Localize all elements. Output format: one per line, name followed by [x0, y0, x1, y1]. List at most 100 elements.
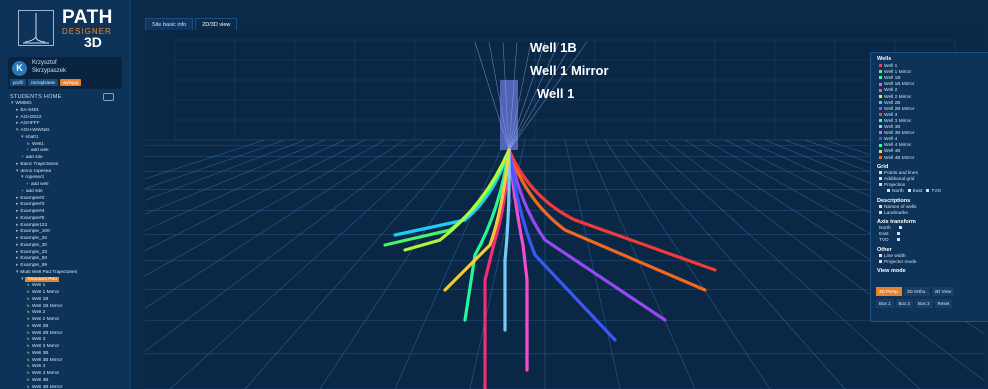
checkbox-icon[interactable] [879, 210, 882, 214]
tree-item[interactable]: ▸ Example_30 [0, 243, 130, 250]
tree-node-icon[interactable]: ↳ [26, 384, 31, 389]
tree-well-item[interactable]: ↳ Well 1B [0, 297, 130, 304]
checkbox-icon[interactable] [879, 253, 882, 257]
tree-well-item[interactable]: ↳ Well 4 [0, 364, 130, 371]
tree-well-item[interactable]: ↳ Well 2 [0, 310, 130, 317]
tree-node-icon[interactable]: ▸ [16, 215, 19, 221]
tree-well-item[interactable]: ↳ Well 1 [0, 283, 130, 290]
checkbox-icon[interactable] [879, 176, 882, 180]
description-option[interactable]: Landmarks [879, 211, 908, 216]
well-toggle[interactable]: Well 2 [879, 88, 897, 93]
checkbox-icon[interactable] [879, 170, 882, 174]
tree-node-icon[interactable]: ▸ [16, 222, 19, 228]
3d-viewport[interactable]: Well 1B Well 1 Mirror Well 1 [145, 30, 985, 389]
tree-node-icon[interactable]: ↳ [26, 330, 31, 336]
tree-node-icon[interactable]: ↳ [26, 141, 31, 147]
well-toggle[interactable]: Well 1 [879, 64, 897, 69]
tree-node-icon[interactable]: ↳ [26, 290, 31, 295]
tree-item[interactable]: ▾ demo ropesea [0, 169, 130, 176]
well-toggle[interactable]: Well 3 [879, 113, 897, 118]
well-toggle[interactable]: Well 2 Mirror [879, 95, 911, 100]
tree-node-icon[interactable]: ↳ [26, 310, 31, 316]
tree-node-icon[interactable]: ▸ [16, 202, 19, 208]
tree-node-icon[interactable]: ↳ [26, 350, 31, 356]
radio-icon[interactable] [907, 188, 911, 192]
well-toggle[interactable]: Well 2B [879, 101, 900, 106]
tree-item[interactable]: ▾ Multi Well Pad Trajectories [0, 270, 130, 277]
tree-node-icon[interactable]: ▾ [21, 175, 24, 181]
radio-icon[interactable] [926, 188, 930, 192]
tree-node-icon[interactable]: ▸ [16, 209, 19, 214]
axis-toggle-icon[interactable] [896, 237, 900, 241]
tree-node-icon[interactable]: ↳ [26, 364, 31, 370]
tree-node-icon[interactable]: ▸ [16, 195, 19, 201]
tree-toggle[interactable] [103, 93, 114, 101]
tree-well-item[interactable]: ↳ Well 2 Mirror [0, 317, 130, 324]
box-button[interactable]: Box 1 [876, 299, 894, 308]
tree-item[interactable]: ▾ WMMG [0, 101, 130, 108]
well-toggle[interactable]: Well 4B Mirror [879, 156, 914, 161]
tree-node-icon[interactable]: + [21, 188, 24, 194]
tree-node-icon[interactable]: ↳ [26, 283, 31, 289]
tree-item[interactable]: ▸ Example#5 [0, 216, 130, 223]
radio-icon[interactable] [887, 188, 890, 192]
tree-item[interactable]: ▾ ropesect [0, 175, 130, 182]
tree-node-icon[interactable]: ▾ [21, 276, 24, 282]
tree-node-icon[interactable]: + [26, 182, 29, 187]
tree-well-item[interactable]: ↳ Well 3B [0, 351, 130, 358]
profile-button[interactable]: profil [10, 79, 26, 86]
well-toggle[interactable]: Well 2B Mirror [879, 107, 914, 112]
tree-well-item[interactable]: ↳ Well 2B Mirror [0, 331, 130, 338]
tree-item[interactable]: ▸ Example#2 [0, 196, 130, 203]
tree-item[interactable]: + add site [0, 155, 130, 162]
other-option[interactable]: Line width [879, 254, 906, 259]
tree-node-icon[interactable]: + [21, 155, 24, 160]
grid-option[interactable]: Points and lines [879, 171, 918, 176]
logout-button[interactable]: wyloguj [60, 79, 82, 86]
checkbox-icon[interactable] [879, 182, 882, 186]
box-button[interactable]: Box 2 [895, 299, 914, 308]
tree-node-icon[interactable]: ▸ [16, 256, 19, 262]
tree-node-icon[interactable]: ↳ [26, 377, 31, 383]
well-toggle[interactable]: Well 1B [879, 76, 900, 81]
well-toggle[interactable]: Well 3 Mirror [879, 119, 911, 124]
tree-well-item[interactable]: ↳ Well 2B [0, 324, 130, 331]
tree-well-item[interactable]: ↳ Well 1 Mirror [0, 290, 130, 297]
view-mode-button[interactable]: 2D View [931, 287, 955, 296]
tree-item[interactable]: ▸ AGH2022 [0, 115, 130, 122]
well-toggle[interactable]: Well 3B Mirror [879, 131, 914, 136]
projection-option-north[interactable]: North [892, 188, 904, 194]
tree-node-icon[interactable]: ▾ [21, 134, 24, 140]
tree-node-icon[interactable]: ↳ [26, 296, 31, 302]
tree-item[interactable]: + add well [0, 182, 130, 189]
tree-node-icon[interactable]: ▾ [11, 101, 14, 106]
tree-node-icon[interactable]: ▸ [16, 161, 19, 167]
tree-node-icon[interactable]: ↳ [26, 317, 31, 322]
tree-item[interactable]: ↳ Well1 [0, 142, 130, 149]
tree-node-icon[interactable]: ↳ [26, 337, 31, 343]
axis-transform-row[interactable]: TVD [879, 238, 902, 243]
tree-item[interactable]: ▸ Example_20 [0, 236, 130, 243]
tree-node-icon[interactable]: ↳ [26, 371, 31, 376]
tree-item[interactable]: ▸ Example_33 [0, 250, 130, 257]
projection-option-east[interactable]: East [912, 188, 923, 194]
tree-well-item[interactable]: ↳ Well 4B Mirror [0, 385, 130, 389]
tree-node-icon[interactable]: ↳ [26, 323, 31, 329]
tree-well-item[interactable]: ↳ Well 4B [0, 378, 130, 385]
view-mode-button[interactable]: 3D Ortho. [904, 287, 930, 296]
tree-node-icon[interactable]: ↳ [26, 303, 31, 309]
tree-node-icon[interactable]: ▸ [16, 107, 19, 113]
tree-well-item[interactable]: ↳ Well 3B Mirror [0, 358, 130, 365]
tree-well-item[interactable]: ↳ Well 3 [0, 337, 130, 344]
tree-item[interactable]: ▾ Standard Pad [0, 276, 130, 284]
tree-item[interactable]: ▾ shaft1 [0, 135, 130, 142]
well-toggle[interactable]: Well 1 Mirror [879, 70, 911, 75]
grid-option[interactable]: Additional grid [879, 177, 914, 182]
tree-node-icon[interactable]: ▸ [16, 263, 19, 268]
tree-node-icon[interactable]: ▸ [16, 229, 19, 235]
tree-item[interactable]: + add well [0, 148, 130, 155]
checkbox-icon[interactable] [879, 259, 882, 263]
view-mode-button[interactable]: 3D Persp. [876, 287, 903, 296]
axis-transform-row[interactable]: North [879, 226, 904, 231]
well-toggle[interactable]: Well 4 Mirror [879, 143, 911, 148]
